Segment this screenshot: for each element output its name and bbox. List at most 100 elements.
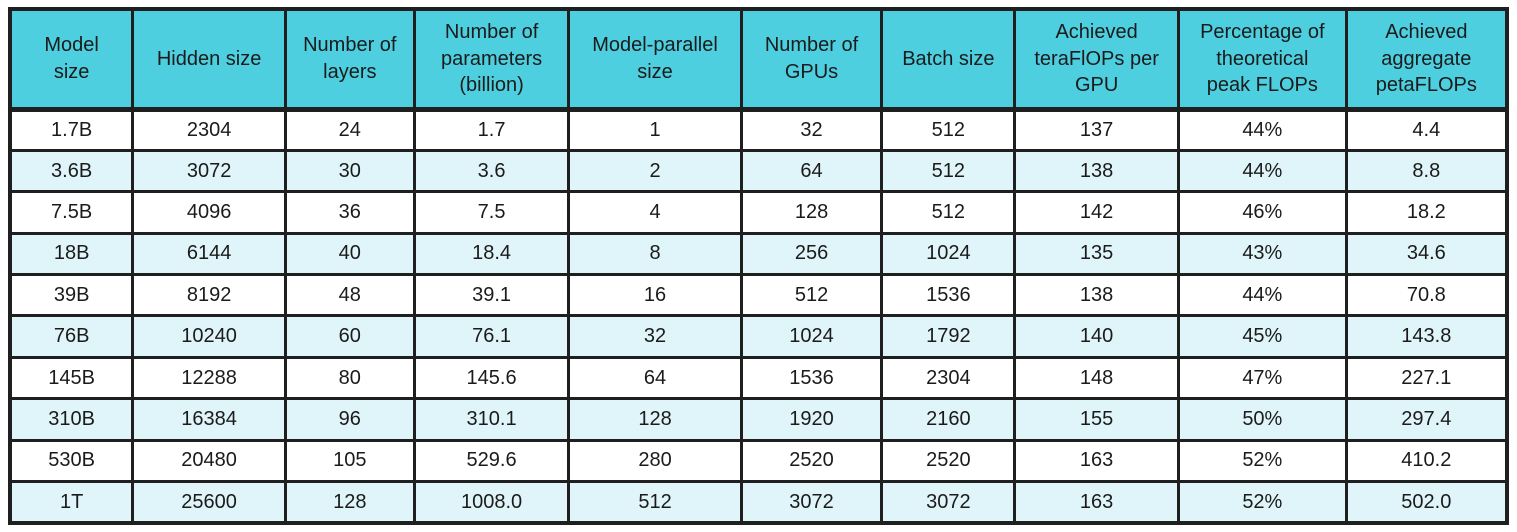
table-cell: 1536	[880, 273, 1017, 318]
table-cell: 2160	[880, 397, 1017, 442]
table-cell: 135	[1013, 231, 1180, 277]
table-cell: 148	[1013, 355, 1180, 401]
table-cell: 12288	[131, 355, 287, 401]
table-cell: 80	[283, 355, 416, 401]
table-cell: 227.1	[1344, 355, 1509, 401]
table-cell: 1008.0	[412, 479, 571, 525]
table-cell: 1.7	[412, 107, 571, 152]
table-cell: 310B	[8, 397, 135, 442]
table-cell: 297.4	[1344, 397, 1509, 442]
table-cell: 64	[567, 355, 743, 401]
table-cell: 512	[880, 107, 1017, 152]
table-row: 18B 6144 40 18.4 8 256 1024 135 43% 34.6	[8, 231, 1509, 277]
table-cell: 34.6	[1344, 231, 1509, 277]
table-cell: 52%	[1177, 438, 1348, 484]
table-cell: 512	[880, 148, 1017, 194]
column-header: Number of GPUs	[739, 7, 884, 112]
table-cell: 1	[567, 107, 743, 152]
table-cell: 512	[880, 190, 1017, 235]
table-cell: 2304	[880, 355, 1017, 401]
table-cell: 2304	[131, 107, 287, 152]
table-cell: 1024	[739, 314, 884, 359]
table-cell: 163	[1013, 438, 1180, 484]
table-cell: 16384	[131, 397, 287, 442]
header-row: Model size Hidden size Number of layers Num…	[8, 7, 1509, 112]
table-cell: 24	[283, 107, 416, 152]
table-cell: 138	[1013, 148, 1180, 194]
table-row: 7.5B 4096 36 7.5 4 128 512 142 46% 18.2	[8, 190, 1509, 235]
table-cell: 145.6	[412, 355, 571, 401]
column-header: Batch size	[880, 7, 1017, 112]
column-header: Model size	[8, 7, 135, 112]
table-cell: 32	[739, 107, 884, 152]
table-cell: 96	[283, 397, 416, 442]
column-header: Model-parallel size	[567, 7, 743, 112]
column-header: Number of parameters (billion)	[412, 7, 571, 112]
table-cell: 142	[1013, 190, 1180, 235]
table-cell: 39B	[8, 273, 135, 318]
table-cell: 18B	[8, 231, 135, 277]
table-cell: 128	[739, 190, 884, 235]
table-cell: 8192	[131, 273, 287, 318]
table-cell: 310.1	[412, 397, 571, 442]
table-row: 310B 16384 96 310.1 128 1920 2160 155 50% 297.4	[8, 397, 1509, 442]
table-cell: 3.6	[412, 148, 571, 194]
table-cell: 25600	[131, 479, 287, 525]
table-cell: 410.2	[1344, 438, 1509, 484]
table-cell: 128	[567, 397, 743, 442]
column-header: Achieved teraFlOPs per GPU	[1013, 7, 1180, 112]
table-row: 3.6B 3072 30 3.6 2 64 512 138 44% 8.8	[8, 148, 1509, 194]
table-row: 1T 25600 128 1008.0 512 3072 3072 163 52% 502.0	[8, 479, 1509, 525]
table-cell: 16	[567, 273, 743, 318]
table-cell: 50%	[1177, 397, 1348, 442]
table-row: 145B 12288 80 145.6 64 1536 2304 148 47% 227.1	[8, 355, 1509, 401]
table-cell: 256	[739, 231, 884, 277]
table-cell: 7.5B	[8, 190, 135, 235]
table-cell: 18.4	[412, 231, 571, 277]
table-cell: 3072	[880, 479, 1017, 525]
table-cell: 8.8	[1344, 148, 1509, 194]
table-cell: 70.8	[1344, 273, 1509, 318]
table-row: 530B 20480 105 529.6 280 2520 2520 163 52% 410.2	[8, 438, 1509, 484]
table-cell: 529.6	[412, 438, 571, 484]
table-cell: 2520	[739, 438, 884, 484]
table-cell: 2520	[880, 438, 1017, 484]
table-cell: 138	[1013, 273, 1180, 318]
table-cell: 10240	[131, 314, 287, 359]
table-cell: 6144	[131, 231, 287, 277]
table-cell: 4096	[131, 190, 287, 235]
table-cell: 1024	[880, 231, 1017, 277]
table-cell: 76B	[8, 314, 135, 359]
column-header: Percentage of theoretical peak FLOPs	[1177, 7, 1348, 112]
table-cell: 46%	[1177, 190, 1348, 235]
table-cell: 4.4	[1344, 107, 1509, 152]
table-cell: 163	[1013, 479, 1180, 525]
table-cell: 18.2	[1344, 190, 1509, 235]
table-cell: 64	[739, 148, 884, 194]
table-cell: 3072	[131, 148, 287, 194]
table-cell: 502.0	[1344, 479, 1509, 525]
column-header: Hidden size	[131, 7, 287, 112]
table-cell: 4	[567, 190, 743, 235]
table-cell: 76.1	[412, 314, 571, 359]
table-cell: 45%	[1177, 314, 1348, 359]
table-row: 1.7B 2304 24 1.7 1 32 512 137 44% 4.4	[8, 107, 1509, 152]
table-cell: 30	[283, 148, 416, 194]
table-cell: 44%	[1177, 148, 1348, 194]
table-cell: 32	[567, 314, 743, 359]
table-header: Model size Hidden size Number of layers Num…	[8, 7, 1509, 112]
table-cell: 3.6B	[8, 148, 135, 194]
table-cell: 43%	[1177, 231, 1348, 277]
table-cell: 60	[283, 314, 416, 359]
table-cell: 8	[567, 231, 743, 277]
table-cell: 155	[1013, 397, 1180, 442]
column-header: Number of layers	[283, 7, 416, 112]
table-cell: 1792	[880, 314, 1017, 359]
table-row: 76B 10240 60 76.1 32 1024 1792 140 45% 143.8	[8, 314, 1509, 359]
table-cell: 3072	[739, 479, 884, 525]
table-cell: 145B	[8, 355, 135, 401]
table-cell: 1.7B	[8, 107, 135, 152]
table-cell: 1536	[739, 355, 884, 401]
table-cell: 1920	[739, 397, 884, 442]
table-cell: 128	[283, 479, 416, 525]
